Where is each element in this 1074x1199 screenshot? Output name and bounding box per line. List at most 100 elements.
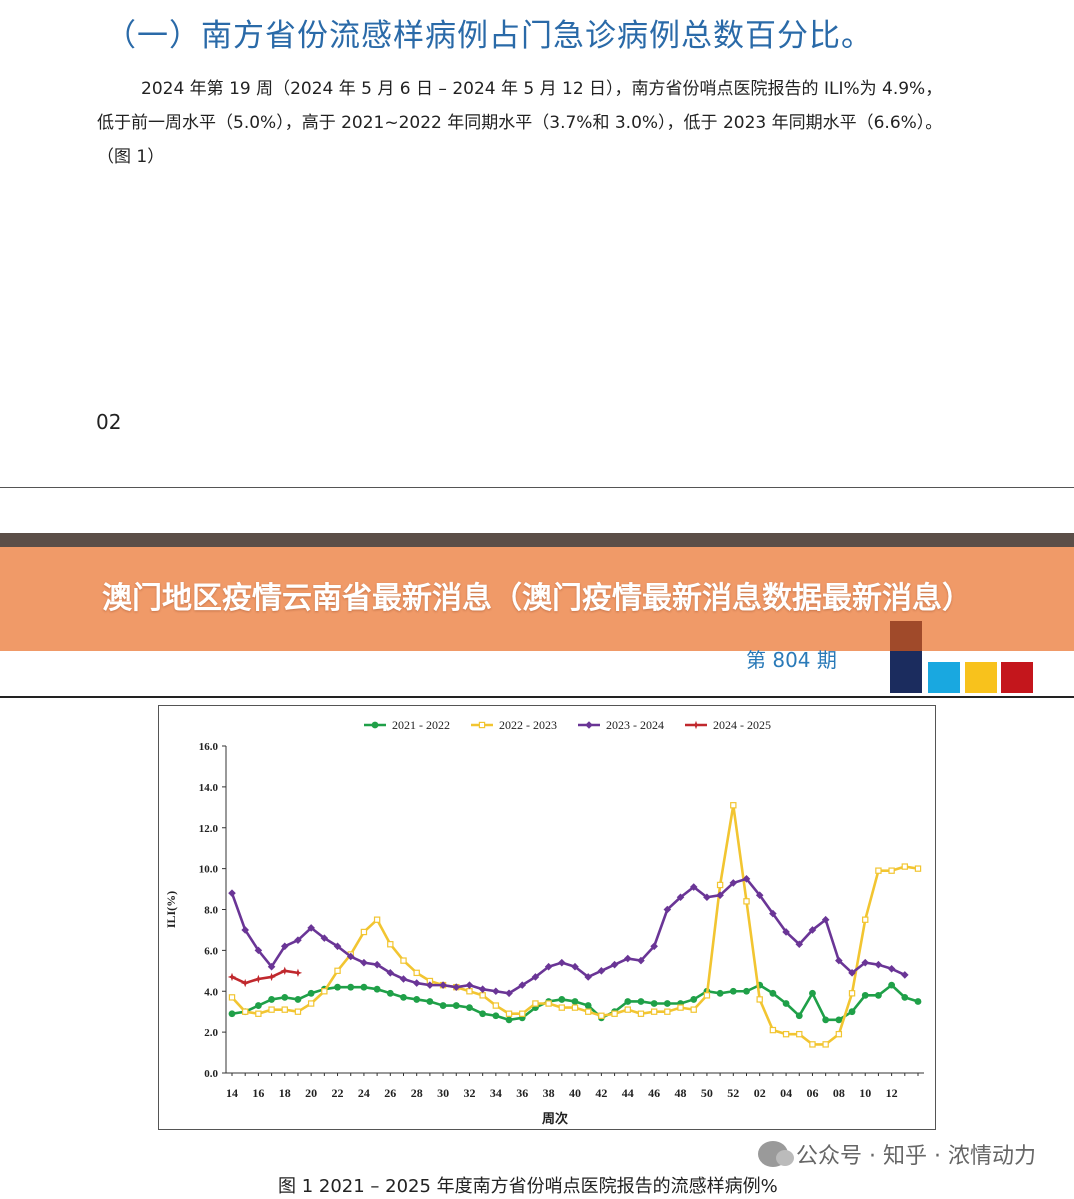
x-tick-label: 28 xyxy=(411,1086,423,1100)
legend-label-2021-2022: 2021 - 2022 xyxy=(392,718,450,732)
data-point-2023-2024 xyxy=(782,928,790,936)
paragraph-line-2: 低于前一周水平（5.0%），高于 2021~2022 年同期水平（3.7%和 3… xyxy=(97,113,943,133)
data-point-2021-2022 xyxy=(492,1012,500,1020)
data-point-2022-2023 xyxy=(571,1004,579,1011)
data-point-2022-2023 xyxy=(914,865,922,872)
x-tick-label: 14 xyxy=(226,1086,238,1100)
data-point-2023-2024 xyxy=(755,891,764,899)
x-tick-label: 18 xyxy=(279,1086,291,1100)
data-point-2023-2024 xyxy=(584,973,592,981)
paragraph-line-1: 2024 年第 19 周（2024 年 5 月 6 日 – 2024 年 5 月… xyxy=(141,79,943,99)
data-point-2023-2024 xyxy=(716,891,724,899)
data-point-2021-2022 xyxy=(281,993,289,1001)
data-point-2021-2022 xyxy=(584,1002,592,1009)
data-point-2022-2023 xyxy=(400,957,407,964)
data-point-2022-2023 xyxy=(862,916,869,923)
data-point-2023-2024 xyxy=(861,958,870,967)
data-point-2022-2023 xyxy=(584,1008,592,1015)
data-point-2022-2023 xyxy=(334,967,341,975)
data-point-2021-2022 xyxy=(848,1008,856,1016)
data-point-2023-2024 xyxy=(795,940,804,949)
data-point-2021-2022 xyxy=(334,983,341,991)
ili-chart-frame: 0.0 2.0 4.0 6.0 8.0 10.0 12.0 14.0 16.0 14 16 18 20 2… xyxy=(158,705,936,1130)
data-point-2022-2023 xyxy=(492,1002,500,1009)
data-point-2022-2023 xyxy=(809,1041,816,1048)
y-tick-label: 6.0 xyxy=(204,945,218,957)
data-point-2021-2022 xyxy=(254,1002,262,1009)
data-point-2023-2024 xyxy=(729,879,738,887)
data-point-2022-2023 xyxy=(650,1008,658,1015)
x-tick-label: 42 xyxy=(595,1086,607,1100)
data-point-2023-2024 xyxy=(478,985,487,994)
data-point-2022-2023 xyxy=(532,1000,539,1007)
data-point-2021-2022 xyxy=(268,996,275,1003)
y-tick-label: 12.0 xyxy=(199,823,219,835)
page-number: 02 xyxy=(96,410,122,434)
banner-title: 澳门地区疫情云南省最新消息（澳门疫情最新消息数据最新消息） xyxy=(102,581,972,616)
data-point-2022-2023 xyxy=(822,1041,829,1048)
data-point-2022-2023 xyxy=(255,1010,262,1017)
data-point-2021-2022 xyxy=(624,998,632,1005)
data-point-2023-2024 xyxy=(623,954,632,963)
wechat-icon xyxy=(758,1141,794,1167)
data-point-2023-2024 xyxy=(610,960,619,969)
data-point-2023-2024 xyxy=(874,960,883,969)
data-point-2022-2023 xyxy=(677,1004,684,1011)
data-point-2023-2024 xyxy=(650,942,658,951)
data-point-2023-2024 xyxy=(848,969,856,977)
data-point-2022-2023 xyxy=(360,928,368,936)
data-point-2022-2023 xyxy=(664,1008,671,1015)
data-point-2023-2024 xyxy=(544,962,553,971)
brand-square-brown xyxy=(890,621,922,651)
data-point-2021-2022 xyxy=(690,996,698,1003)
data-point-2023-2024 xyxy=(637,956,645,965)
banner-top-band xyxy=(0,533,1074,547)
legend-marker-2024-2025 xyxy=(691,720,701,730)
series-line-2024-2025 xyxy=(231,969,299,985)
y-tick-label: 16.0 xyxy=(199,741,219,753)
data-point-2024-2025 xyxy=(280,966,289,976)
data-point-2021-2022 xyxy=(861,991,869,999)
header-divider xyxy=(0,696,1074,698)
data-point-2021-2022 xyxy=(571,998,579,1005)
data-point-2023-2024 xyxy=(769,909,777,918)
data-point-2021-2022 xyxy=(347,983,355,991)
data-point-2022-2023 xyxy=(545,1000,552,1007)
data-point-2024-2025 xyxy=(293,968,303,978)
data-point-2021-2022 xyxy=(228,1010,236,1018)
data-point-2024-2025 xyxy=(254,974,263,984)
data-point-2023-2024 xyxy=(808,926,817,934)
x-tick-label: 50 xyxy=(701,1086,713,1100)
series-line-2023-2024 xyxy=(230,877,906,995)
data-point-2022-2023 xyxy=(690,1006,697,1013)
x-axis-label: 周次 xyxy=(542,1111,568,1127)
data-point-2022-2023 xyxy=(479,992,486,999)
data-point-2021-2022 xyxy=(901,993,909,1001)
data-point-2022-2023 xyxy=(769,1026,777,1034)
data-point-2023-2024 xyxy=(887,964,896,973)
data-point-2023-2024 xyxy=(689,883,698,891)
data-point-2022-2023 xyxy=(505,1010,513,1017)
data-point-2022-2023 xyxy=(875,867,882,874)
figure-caption: 图 1 2021 – 2025 年度南方省份哨点医院报告的流感样病例% xyxy=(278,1176,778,1197)
legend-marker-2021-2022 xyxy=(371,721,379,729)
data-point-2023-2024 xyxy=(558,958,566,967)
data-point-2021-2022 xyxy=(875,991,882,999)
data-point-2023-2024 xyxy=(439,981,447,989)
data-point-2023-2024 xyxy=(280,942,289,951)
data-point-2022-2023 xyxy=(281,1006,288,1013)
legend-label-2023-2024: 2023 - 2024 xyxy=(606,718,664,732)
data-point-2022-2023 xyxy=(743,898,750,905)
x-tick-label: 40 xyxy=(569,1086,581,1100)
report-paragraph: 2024 年第 19 周（2024 年 5 月 6 日 – 2024 年 5 月… xyxy=(97,72,1027,174)
data-point-2023-2024 xyxy=(531,973,540,981)
data-point-2021-2022 xyxy=(914,998,922,1005)
data-point-2021-2022 xyxy=(479,1010,487,1018)
x-tick-label: 30 xyxy=(437,1086,449,1100)
data-point-2022-2023 xyxy=(294,1008,302,1015)
data-point-2022-2023 xyxy=(519,1010,526,1017)
data-point-2024-2025 xyxy=(240,978,250,988)
x-tick-label: 38 xyxy=(543,1086,555,1100)
section-heading: （一）南方省份流感样病例占门急诊病例总数百分比。 xyxy=(105,18,873,54)
y-tick-label: 8.0 xyxy=(204,905,218,917)
